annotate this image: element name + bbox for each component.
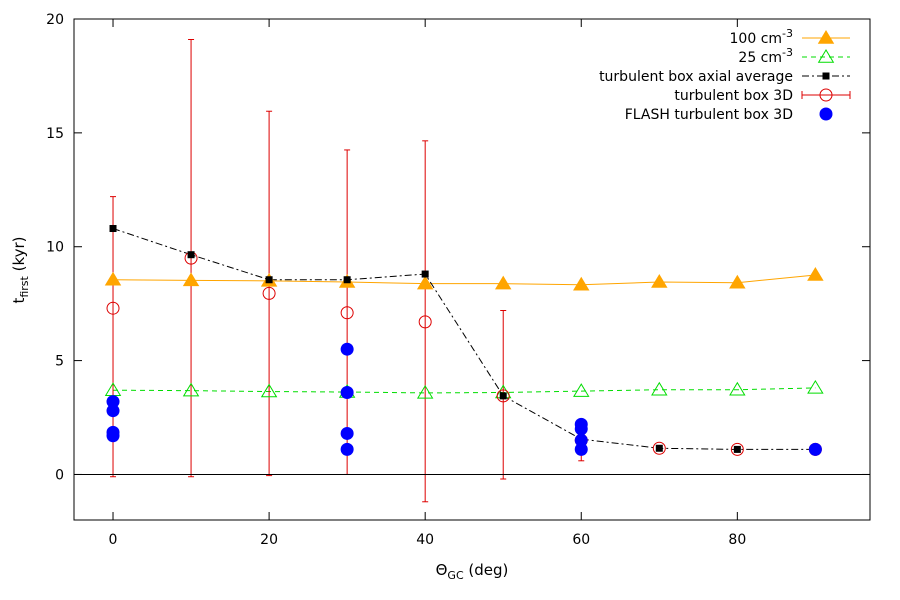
y-axis-label: tfirst (kyr) [10, 236, 31, 303]
data-point [109, 225, 117, 233]
y-tick-label: 15 [46, 126, 64, 142]
data-point [574, 442, 588, 456]
data-point [651, 274, 668, 288]
data-point [340, 342, 354, 356]
legend-label: 25 cm-3 [738, 46, 793, 66]
x-tick-label: 80 [728, 532, 746, 548]
data-point [499, 392, 507, 400]
error-bars-layer [110, 38, 585, 503]
data-point [104, 271, 122, 286]
data-point [262, 286, 276, 300]
series-line [112, 228, 816, 450]
data-point [494, 275, 512, 290]
data-point [182, 272, 200, 287]
data-point [340, 442, 354, 456]
y-axis-label-unit: (kyr) [10, 236, 28, 276]
data-point [573, 276, 590, 291]
data-point [416, 275, 434, 290]
data-point [733, 445, 741, 453]
data-point [807, 266, 824, 281]
data-point [260, 383, 278, 398]
data-point [416, 384, 434, 399]
data-point [729, 274, 746, 289]
x-axis-label-main: Θ [436, 561, 448, 579]
series-line [113, 274, 816, 286]
data-point [418, 315, 432, 329]
legend-label: 100 cm-3 [730, 27, 793, 47]
y-axis-label-main: t [10, 298, 28, 304]
data-point [496, 389, 510, 403]
y-tick-label: 5 [55, 354, 64, 370]
legend: 100 cm-325 cm-3 turbulent box axial avera… [599, 27, 851, 123]
x-tick-label: 40 [416, 532, 434, 548]
legend-marker [817, 30, 835, 44]
data-point [106, 425, 120, 439]
data-point [340, 426, 354, 440]
data-point [651, 381, 668, 396]
x-tick-label: 60 [572, 532, 590, 548]
y-tick-label: 20 [46, 12, 64, 28]
plot-frame [73, 18, 871, 521]
legend-label: FLASH turbulent box 3D [625, 107, 793, 123]
data-point [574, 417, 588, 431]
legend-marker [819, 107, 833, 121]
data-point [655, 444, 663, 452]
data-point [421, 270, 429, 278]
legend-label: turbulent box axial average [599, 69, 793, 85]
series-lines-layer [112, 228, 816, 450]
x-axis-label-unit: (deg) [464, 561, 509, 579]
axes-layer: 0 20 40 60 80 0 5 10 15 20 [46, 12, 871, 548]
data-point [182, 382, 200, 397]
data-point [106, 395, 120, 409]
data-point [106, 301, 120, 315]
data-point [340, 306, 354, 320]
markers-layer [104, 225, 824, 456]
y-tick-label: 0 [55, 467, 64, 483]
x-tick-label: 20 [260, 532, 278, 548]
data-point [807, 379, 824, 394]
data-point [574, 433, 588, 447]
data-point [808, 442, 822, 456]
data-point [187, 251, 195, 259]
data-point [730, 442, 744, 456]
data-point [729, 381, 746, 396]
legend-marker [822, 72, 830, 80]
data-point [340, 385, 354, 399]
y-axis-label-subscript: first [18, 275, 31, 297]
data-point [106, 404, 120, 418]
x-tick-label: 0 [109, 532, 118, 548]
data-point [265, 276, 273, 284]
legend-marker [817, 49, 835, 63]
data-point [343, 276, 351, 284]
data-point [573, 383, 590, 397]
x-axis-label: ΘGC (deg) [436, 561, 509, 582]
legend-marker [819, 88, 833, 102]
legend-label: turbulent box 3D [674, 88, 793, 104]
y-tick-label: 10 [46, 240, 64, 256]
data-point [652, 441, 666, 455]
series-line [113, 387, 816, 394]
x-axis-label-subscript: GC [447, 569, 464, 582]
